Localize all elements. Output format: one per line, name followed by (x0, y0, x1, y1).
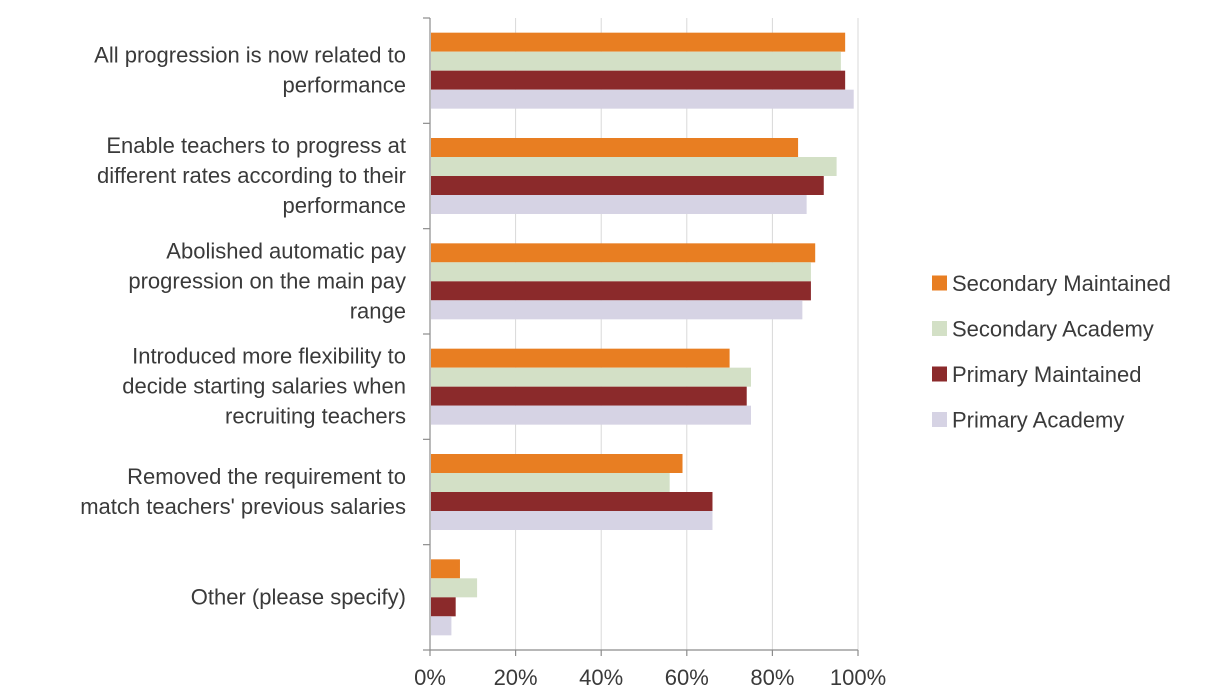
category-label: Enable teachers to progress at different … (97, 133, 406, 218)
bar (431, 367, 751, 387)
bar (431, 616, 452, 636)
bar (431, 176, 824, 195)
legend-swatch (932, 412, 947, 427)
legend-swatch (932, 275, 947, 291)
category-label-line: match teachers' previous salaries (80, 494, 406, 519)
bar (431, 348, 730, 368)
bar (431, 89, 854, 109)
bar (431, 138, 799, 157)
category-label: All progression is now related to perform… (94, 43, 406, 98)
category-label-line: Introduced more flexibility to (132, 344, 406, 369)
x-tick-label: 80% (750, 665, 794, 690)
legend-label: Secondary Academy (952, 317, 1154, 342)
bar (431, 559, 460, 579)
category-label: Other (please specify) (191, 584, 406, 609)
category-label-line: range (350, 298, 406, 323)
bar (431, 300, 803, 320)
bar (431, 51, 841, 71)
bar (431, 70, 846, 90)
bar (431, 511, 713, 530)
legend-label: Secondary Maintained (952, 271, 1171, 296)
category-label-line: Enable teachers to progress at (106, 133, 406, 158)
category-label-line: All progression is now related to (94, 43, 406, 68)
category-label-line: Abolished automatic pay (166, 238, 406, 263)
labels-layer: All progression is now related to perform… (80, 43, 886, 690)
category-label-line: performance (282, 73, 406, 98)
bars-layer (431, 32, 854, 636)
category-label-line: different rates according to their (97, 163, 406, 188)
bar (431, 405, 751, 425)
legend-label: Primary Maintained (952, 362, 1142, 387)
bar (431, 386, 747, 406)
bar (431, 262, 811, 282)
category-label-line: Other (please specify) (191, 584, 406, 609)
bar (431, 281, 811, 301)
grid-layer (515, 18, 859, 650)
category-label: Abolished automatic pay progression on th… (128, 238, 406, 323)
legend-swatch (932, 321, 947, 336)
bar (431, 157, 837, 176)
legend: Secondary Maintained Secondary Academy Pri… (932, 271, 1171, 433)
bar (431, 597, 456, 617)
category-label: Removed the requirement to match teachers… (80, 464, 406, 519)
legend-label: Primary Academy (952, 408, 1124, 433)
category-label-line: Removed the requirement to (127, 464, 406, 489)
x-tick-label: 40% (579, 665, 623, 690)
category-label-line: decide starting salaries when (122, 374, 406, 399)
x-tick-label: 0% (414, 665, 446, 690)
bar (431, 195, 807, 214)
category-label-line: recruiting teachers (225, 404, 406, 429)
bar (431, 32, 846, 52)
category-label-line: progression on the main pay (128, 268, 406, 293)
bar (431, 243, 816, 263)
legend-swatch (932, 366, 947, 382)
bar (431, 578, 478, 598)
bar (431, 473, 670, 492)
x-tick-label: 100% (830, 665, 886, 690)
x-tick-label: 20% (494, 665, 538, 690)
x-tick-label: 60% (665, 665, 709, 690)
bar (431, 492, 713, 511)
category-label-line: performance (282, 193, 406, 218)
category-label: Introduced more flexibility to decide sta… (122, 344, 406, 429)
axis-layer (423, 17, 859, 656)
bar (431, 454, 683, 473)
